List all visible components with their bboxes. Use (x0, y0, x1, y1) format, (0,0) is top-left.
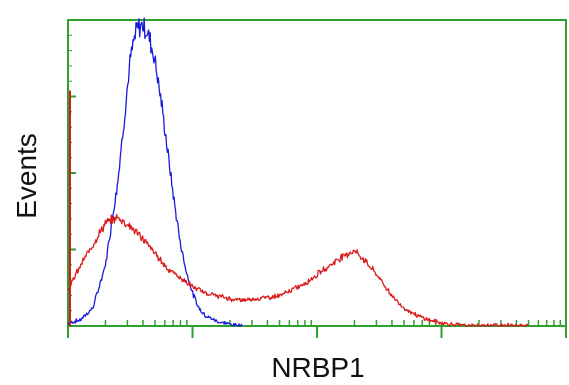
red-histogram-trace (67, 213, 529, 327)
x-axis-label: NRBP1 (271, 352, 364, 383)
x-axis-ticks (67, 320, 567, 338)
plot-frame (67, 19, 567, 327)
y-axis-label: Events (11, 133, 42, 219)
series-layer (67, 17, 529, 327)
blue-histogram-trace (67, 17, 243, 327)
